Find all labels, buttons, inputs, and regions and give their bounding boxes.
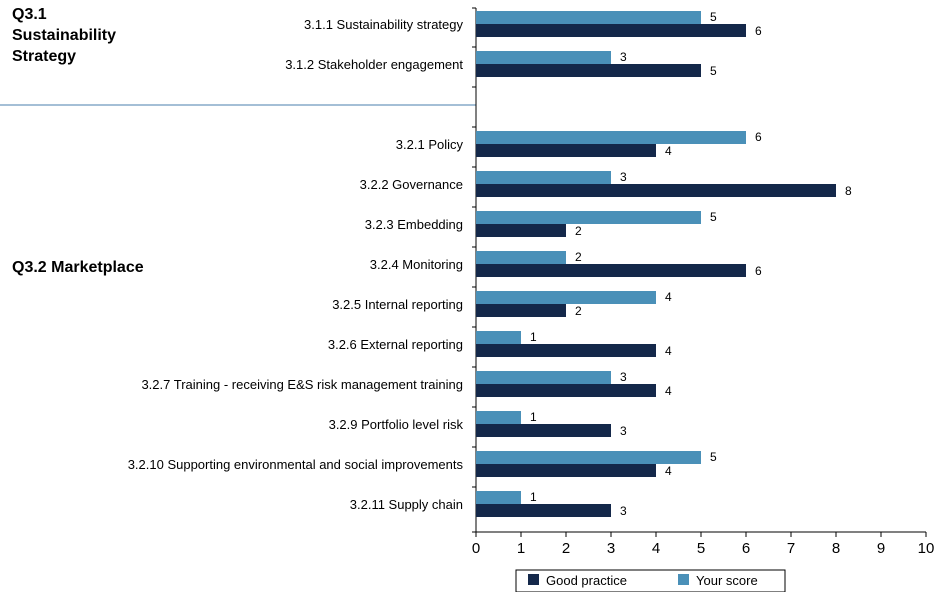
data-label-your-score: 1 <box>530 330 537 344</box>
data-label-good-practice: 2 <box>575 304 582 318</box>
bar-good-practice <box>476 144 656 157</box>
data-label-good-practice: 5 <box>710 64 717 78</box>
data-label-your-score: 5 <box>710 10 717 24</box>
category-label: 3.1.2 Stakeholder engagement <box>285 57 463 72</box>
bar-your-score <box>476 251 566 264</box>
data-label-good-practice: 4 <box>665 464 672 478</box>
data-label-your-score: 2 <box>575 250 582 264</box>
bar-your-score <box>476 331 521 344</box>
data-label-your-score: 6 <box>755 130 762 144</box>
data-label-your-score: 5 <box>710 450 717 464</box>
bar-your-score <box>476 491 521 504</box>
data-label-good-practice: 3 <box>620 424 627 438</box>
bar-good-practice <box>476 464 656 477</box>
data-label-your-score: 3 <box>620 170 627 184</box>
bar-your-score <box>476 411 521 424</box>
bar-good-practice <box>476 224 566 237</box>
legend-label: Your score <box>696 573 758 588</box>
bar-your-score <box>476 451 701 464</box>
bar-good-practice <box>476 24 746 37</box>
data-label-good-practice: 8 <box>845 184 852 198</box>
category-label: 3.2.11 Supply chain <box>350 497 463 512</box>
data-label-your-score: 4 <box>665 290 672 304</box>
bar-good-practice <box>476 424 611 437</box>
data-label-your-score: 3 <box>620 50 627 64</box>
value-tick-label: 0 <box>472 540 480 557</box>
bar-your-score <box>476 51 611 64</box>
bar-good-practice <box>476 184 836 197</box>
category-label: 3.2.9 Portfolio level risk <box>329 417 464 432</box>
category-label: 3.2.5 Internal reporting <box>332 297 463 312</box>
data-label-your-score: 3 <box>620 370 627 384</box>
category-label: 3.1.1 Sustainability strategy <box>304 17 463 32</box>
bar-your-score <box>476 371 611 384</box>
legend-swatch <box>678 574 689 585</box>
data-label-good-practice: 4 <box>665 384 672 398</box>
value-tick-label: 1 <box>517 540 525 557</box>
bar-good-practice <box>476 64 701 77</box>
legend-box <box>515 569 786 592</box>
value-tick-label: 2 <box>562 540 570 557</box>
category-label: 3.2.7 Training - receiving E&S risk mana… <box>141 377 463 392</box>
category-label: 3.2.1 Policy <box>396 137 464 152</box>
category-label: 3.2.2 Governance <box>360 177 463 192</box>
bar-your-score <box>476 11 701 24</box>
bar-good-practice <box>476 504 611 517</box>
group-label: Q3.1 <box>12 6 47 23</box>
category-label: 3.2.10 Supporting environmental and soci… <box>128 457 464 472</box>
value-tick-label: 5 <box>697 540 705 557</box>
data-label-good-practice: 4 <box>665 344 672 358</box>
group-label: Sustainability <box>12 27 116 44</box>
bar-your-score <box>476 211 701 224</box>
data-label-good-practice: 2 <box>575 224 582 238</box>
legend-swatch <box>528 574 539 585</box>
data-label-good-practice: 6 <box>755 24 762 38</box>
bar-good-practice <box>476 384 656 397</box>
category-label: 3.2.6 External reporting <box>328 337 463 352</box>
bar-your-score <box>476 291 656 304</box>
group-label: Strategy <box>12 48 76 65</box>
data-label-good-practice: 3 <box>620 504 627 518</box>
value-tick-label: 6 <box>742 540 750 557</box>
category-label: 3.2.4 Monitoring <box>370 257 463 272</box>
data-label-good-practice: 6 <box>755 264 762 278</box>
value-tick-label: 10 <box>918 540 935 557</box>
value-tick-label: 4 <box>652 540 660 557</box>
value-tick-label: 9 <box>877 540 885 557</box>
data-label-your-score: 1 <box>530 410 537 424</box>
bar-good-practice <box>476 304 566 317</box>
value-tick-label: 7 <box>787 540 795 557</box>
value-tick-label: 8 <box>832 540 840 557</box>
legend-label: Good practice <box>546 573 627 588</box>
data-label-good-practice: 4 <box>665 144 672 158</box>
bar-good-practice <box>476 264 746 277</box>
bar-your-score <box>476 131 746 144</box>
data-label-your-score: 5 <box>710 210 717 224</box>
value-tick-label: 3 <box>607 540 615 557</box>
group-label: Q3.2 Marketplace <box>12 259 144 276</box>
bar-your-score <box>476 171 611 184</box>
category-label: 3.2.3 Embedding <box>365 217 463 232</box>
data-label-your-score: 1 <box>530 490 537 504</box>
bar-good-practice <box>476 344 656 357</box>
